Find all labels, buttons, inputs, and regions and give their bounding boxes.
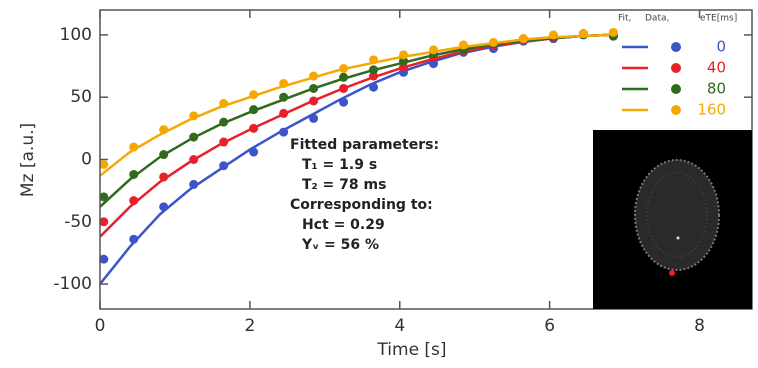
y-tick-label: 100 — [60, 25, 92, 45]
data-point — [189, 111, 198, 120]
inset-image — [593, 130, 752, 309]
legend-label: 80 — [707, 80, 726, 98]
legend-dot — [671, 105, 681, 115]
data-point — [309, 72, 318, 81]
data-point — [549, 30, 558, 39]
y-tick-label: 50 — [70, 87, 92, 107]
data-point — [219, 99, 228, 108]
x-tick-label: 6 — [544, 316, 555, 336]
data-point — [159, 202, 168, 211]
data-point — [339, 73, 348, 82]
data-point — [189, 155, 198, 164]
data-point — [249, 90, 258, 99]
data-point — [369, 65, 378, 74]
annotation: Yᵥ = 56 % — [301, 237, 379, 253]
data-point — [159, 125, 168, 134]
x-axis-label: Time [s] — [376, 340, 446, 360]
data-point — [249, 148, 258, 157]
chart: Time [s] Mz [a.u.] 0 2 4 6 8 100 50 0 -50 -100 Fit… — [0, 0, 758, 368]
data-point — [309, 96, 318, 105]
annotation: Hct = 0.29 — [302, 217, 385, 233]
data-point — [189, 133, 198, 142]
data-point — [339, 64, 348, 73]
page: Time [s] Mz [a.u.] 0 2 4 6 8 100 50 0 -50 -100 Fit… — [0, 0, 758, 368]
y-tick-label: 0 — [81, 150, 92, 170]
y-axis-label: Mz [a.u.] — [18, 123, 38, 197]
annotation: Corresponding to: — [290, 197, 433, 213]
data-point — [399, 50, 408, 59]
data-point — [249, 124, 258, 133]
data-point — [579, 29, 588, 38]
annotation: Fitted parameters: — [290, 137, 439, 153]
x-tick-label: 8 — [694, 316, 705, 336]
data-point — [279, 128, 288, 137]
data-point — [429, 45, 438, 54]
data-point — [279, 109, 288, 118]
data-point — [129, 170, 138, 179]
y-tick-label: -50 — [64, 212, 92, 232]
data-point — [159, 172, 168, 181]
data-point — [339, 98, 348, 107]
fit-line — [100, 35, 610, 176]
data-point — [489, 38, 498, 47]
data-point — [219, 118, 228, 127]
legend-header: Fit, — [618, 14, 631, 24]
data-point — [369, 83, 378, 92]
data-point — [519, 34, 528, 43]
legend-header: eTE[ms] — [700, 14, 737, 24]
legend-header: Data, — [645, 14, 669, 24]
roi-marker — [669, 270, 675, 276]
data-point — [339, 84, 348, 93]
annotation: T₂ = 78 ms — [302, 177, 386, 193]
data-point — [249, 105, 258, 114]
data-point — [129, 143, 138, 152]
legend-label: 160 — [697, 101, 726, 119]
data-point — [219, 161, 228, 170]
data-point — [189, 180, 198, 189]
x-tick-label: 2 — [244, 316, 255, 336]
x-tick-label: 4 — [394, 316, 405, 336]
data-point — [309, 84, 318, 93]
annotation: T₁ = 1.9 s — [302, 157, 377, 173]
data-point — [159, 150, 168, 159]
data-point — [129, 196, 138, 205]
legend-dot — [671, 42, 681, 52]
data-point — [219, 138, 228, 147]
data-point — [369, 55, 378, 64]
data-point — [279, 93, 288, 102]
legend-label: 40 — [707, 59, 726, 77]
legend-dot — [671, 63, 681, 73]
legend-dot — [671, 84, 681, 94]
brain-spot — [677, 237, 680, 240]
data-point — [129, 235, 138, 244]
data-point — [279, 79, 288, 88]
x-tick-label: 0 — [95, 316, 106, 336]
data-point — [309, 114, 318, 123]
legend-label: 0 — [716, 38, 726, 56]
y-tick-label: -100 — [53, 274, 92, 294]
data-point — [609, 28, 618, 37]
data-point — [459, 40, 468, 49]
